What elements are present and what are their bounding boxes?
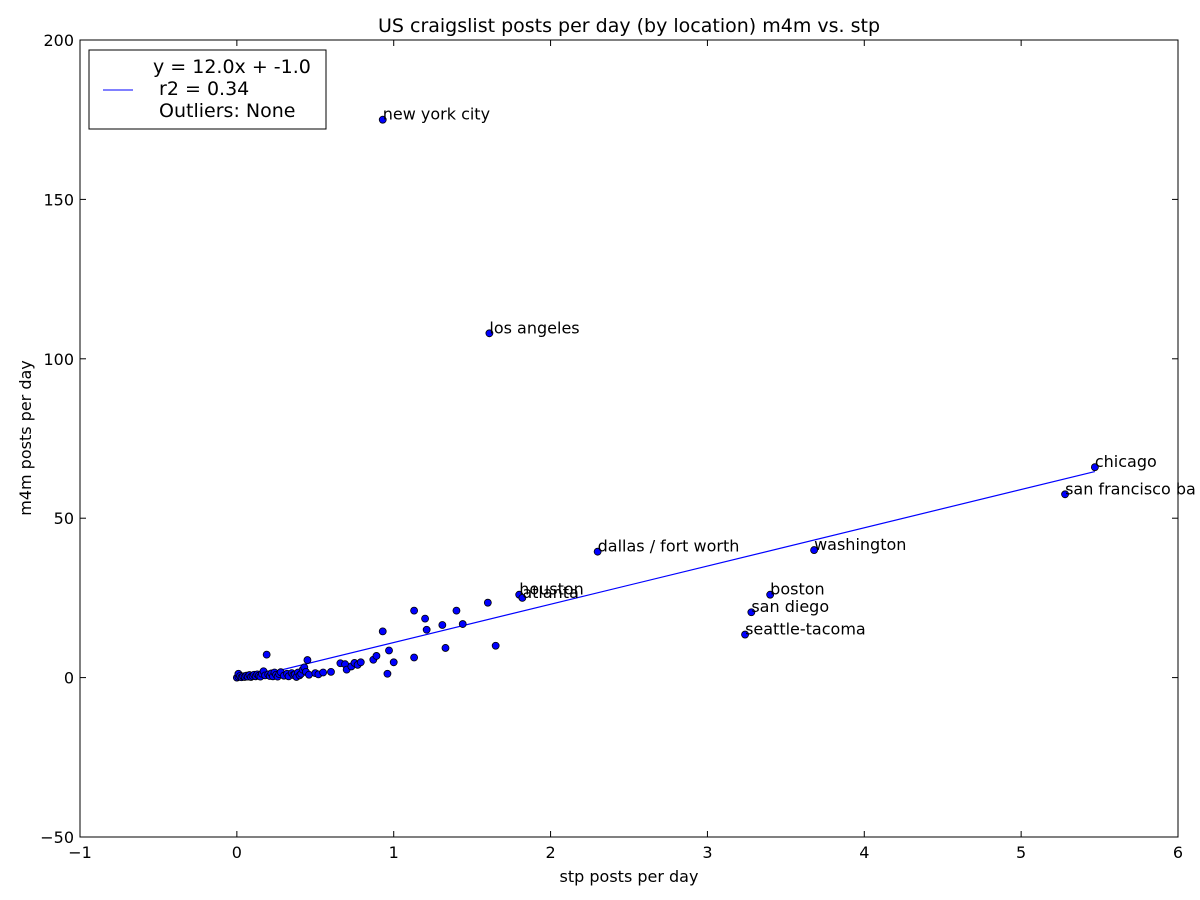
fit-line [236,470,1096,682]
x-tick-label: 2 [545,843,555,862]
data-point [1061,490,1069,499]
y-tick-label: 200 [43,31,74,50]
point-label: los angeles [489,318,579,337]
data-point [766,590,775,599]
y-tick-label: 50 [54,509,74,528]
data-point [422,625,431,634]
legend: y = 12.0x + -1.0 r2 = 0.34 Outliers: Non… [88,49,327,130]
point-label: san francisco ba [1065,479,1196,498]
data-point [1090,463,1099,472]
x-tick-label: 4 [859,843,869,862]
data-point [747,608,756,617]
data-point [305,670,313,679]
x-tick-label: 5 [1016,843,1026,862]
data-point [518,594,527,602]
data-point [421,614,429,623]
y-tick-label: 100 [43,350,74,369]
plot-frame [79,39,1179,838]
y-tick-label: 0 [64,669,74,688]
data-point [491,641,500,650]
point-label: seattle-tacoma [745,620,866,639]
data-point [262,650,271,659]
legend-line-1: y = 12.0x + -1.0 [153,56,311,78]
data-point [378,627,387,636]
x-tick-label: 3 [702,843,712,862]
data-point [458,620,467,628]
point-label: washington [814,535,906,554]
point-label: new york city [383,105,490,124]
point-label: chicago [1095,452,1157,471]
x-tick-label: 0 [232,843,242,862]
x-tick-label: 6 [1173,843,1183,862]
data-point [303,656,312,664]
data-point [383,669,392,678]
data-point [356,658,365,667]
data-point [410,653,419,662]
legend-line-2: r2 = 0.34 [153,78,249,100]
data-point [378,115,387,124]
legend-line-3: Outliers: None [153,100,295,122]
data-point [593,547,602,556]
data-point [385,646,393,655]
point-label: boston [770,580,824,599]
data-point [441,644,450,652]
point-label: houston [519,580,584,599]
x-tick-label: 1 [389,843,399,862]
data-point [319,668,328,677]
data-point [438,621,447,629]
data-point [389,658,398,667]
data-point [810,546,818,554]
data-point [327,667,335,676]
data-point [372,652,381,660]
data-point [452,606,461,615]
y-axis-label: m4m posts per day [16,360,35,516]
x-axis-label: stp posts per day [560,867,699,886]
x-tick-label: −1 [68,843,92,862]
chart-title: US craigslist posts per day (by location… [378,15,880,37]
point-label: san diego [751,597,829,616]
data-point [483,598,492,607]
point-label: dallas / fort worth [598,537,740,556]
y-tick-label: 150 [43,190,74,209]
data-point [410,606,419,615]
point-label: atlanta [522,583,579,602]
data-point [485,329,494,338]
data-point [741,630,749,639]
y-tick-label: −50 [40,828,74,847]
